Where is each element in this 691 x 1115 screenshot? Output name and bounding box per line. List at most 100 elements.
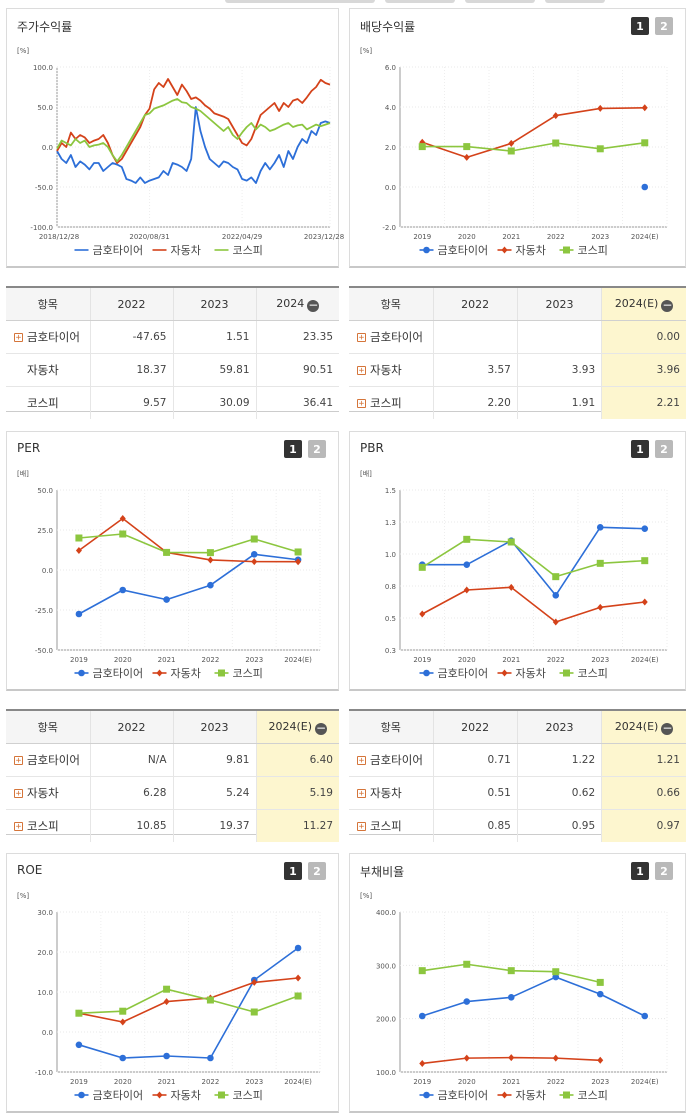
- data-point-kospi: [552, 573, 560, 581]
- expand-plus-icon[interactable]: +: [14, 756, 23, 766]
- data-point-kospi: [463, 960, 471, 968]
- data-point-kumho: [250, 551, 258, 558]
- expand-plus-icon[interactable]: +: [14, 789, 23, 799]
- chart-panel-roe: ROE 1 2 [%] 30.0 20.0 10.0 0.0 -10.0 2019 2020 2…: [6, 853, 339, 1113]
- x-tick-label: 2023: [245, 656, 263, 664]
- value-cell: 0.00: [601, 320, 686, 354]
- data-point-kospi: [641, 557, 649, 565]
- data-point-kospi: [596, 978, 604, 986]
- series-line-auto: [56, 78, 331, 164]
- page-2-button[interactable]: 2: [655, 862, 673, 880]
- legend-marker: [423, 246, 430, 254]
- page-2-button[interactable]: 2: [308, 862, 326, 880]
- y-tick-label: 6.0: [385, 64, 396, 72]
- data-point-kumho: [596, 524, 604, 531]
- expand-plus-icon[interactable]: +: [357, 789, 366, 799]
- row-name-cell: + 금호타이어: [349, 320, 434, 354]
- series-line-kospi: [56, 98, 331, 163]
- data-point-kospi: [206, 996, 214, 1004]
- value-cell: 1.51: [173, 320, 257, 354]
- legend-marker: [563, 669, 570, 677]
- legend-item-kumho: 금호타이어: [74, 244, 143, 257]
- legend-item-auto: 자동차: [152, 1089, 201, 1102]
- collapse-icon[interactable]: −: [661, 720, 674, 735]
- chart-panel-per: PER 1 2 [배] 50.0 25.0 0.0 -25.0 -50.0 2019 2020…: [6, 431, 339, 691]
- collapse-icon[interactable]: −: [307, 297, 320, 312]
- page-1-button[interactable]: 1: [631, 862, 649, 880]
- row-name-cell: 코스피: [6, 386, 91, 419]
- page-2-button[interactable]: 2: [308, 440, 326, 458]
- header-2022: 2022: [433, 288, 518, 321]
- expand-plus-icon[interactable]: +: [14, 822, 23, 832]
- legend-marker: [501, 1091, 508, 1099]
- legend-label: 자동차: [516, 244, 546, 257]
- y-tick-label: 4.0: [385, 104, 396, 112]
- data-point-auto: [251, 558, 258, 566]
- row-name: 코스피: [370, 819, 402, 833]
- header-2023: 2023: [517, 711, 603, 744]
- page-2-button[interactable]: 2: [655, 17, 673, 35]
- data-point-kumho: [507, 994, 515, 1001]
- value-cell: 23.35: [256, 320, 339, 354]
- data-point-kumho: [463, 998, 471, 1005]
- data-point-kospi: [507, 538, 515, 546]
- expand-plus-icon[interactable]: +: [357, 822, 366, 832]
- header-2024e-label: 2024(E): [614, 719, 659, 733]
- x-tick-label: 2019: [413, 1078, 431, 1086]
- y-tick-label: 10.0: [37, 989, 53, 997]
- legend-label: 금호타이어: [438, 1089, 489, 1102]
- legend-label: 코스피: [578, 667, 608, 680]
- table-row: 자동차 18.37 59.81 90.51: [6, 353, 339, 387]
- expand-plus-icon[interactable]: +: [357, 399, 366, 409]
- value-cell: 36.41: [302, 397, 333, 409]
- series-line-kospi: [421, 538, 645, 578]
- page-1-button[interactable]: 1: [284, 862, 302, 880]
- collapse-icon[interactable]: −: [315, 720, 328, 735]
- page-1-button[interactable]: 1: [631, 17, 649, 35]
- page-1-button[interactable]: 1: [284, 440, 302, 458]
- row-name-cell: 자동차: [6, 353, 91, 387]
- page-1-button[interactable]: 1: [631, 440, 649, 458]
- x-tick-label: 2020/08/31: [129, 233, 169, 241]
- page-2-button[interactable]: 2: [655, 440, 673, 458]
- data-point-kospi: [163, 985, 171, 993]
- legend-item-kumho: 금호타이어: [419, 1089, 489, 1102]
- unit-label: [%]: [360, 47, 372, 55]
- data-point-auto: [597, 1056, 604, 1064]
- data-point-auto: [251, 978, 258, 986]
- y-tick-label: 25.0: [37, 527, 53, 535]
- legend-marker: [563, 246, 570, 254]
- data-point-kospi: [75, 534, 83, 542]
- expand-plus-icon[interactable]: +: [357, 333, 366, 343]
- series-line-kospi: [422, 142, 645, 152]
- unit-label: [배]: [360, 469, 372, 478]
- data-point-kospi: [75, 1009, 83, 1017]
- data-point-auto: [463, 1054, 470, 1062]
- data-point-kumho: [163, 596, 170, 603]
- row-name-cell: + 금호타이어: [6, 320, 91, 354]
- value-cell: 0.85: [433, 809, 518, 842]
- x-tick-label: 2023: [591, 233, 609, 241]
- data-point-kumho: [163, 1052, 170, 1060]
- x-tick-label: 2022: [202, 656, 220, 664]
- x-tick-label: 2022: [547, 1078, 565, 1086]
- table-row: + 금호타이어 0.00: [349, 320, 686, 354]
- row-name-cell: + 코스피: [349, 809, 434, 842]
- expand-plus-icon[interactable]: +: [357, 756, 366, 766]
- collapse-icon[interactable]: −: [661, 297, 674, 312]
- data-point-kumho: [641, 525, 649, 532]
- legend-marker: [501, 669, 508, 677]
- expand-plus-icon[interactable]: +: [14, 333, 23, 343]
- y-tick-label: 100.0: [376, 1069, 396, 1077]
- value-cell: 0.97: [601, 809, 686, 842]
- data-point-auto: [508, 139, 515, 147]
- y-tick-label: -50.0: [35, 184, 53, 192]
- table-header-row: 항목 2022 2023 2024(E) −: [349, 711, 686, 744]
- data-point-kumho: [596, 990, 604, 998]
- legend-marker: [156, 669, 163, 677]
- value-cell: 0.95: [517, 809, 603, 842]
- data-point-auto: [552, 1054, 559, 1062]
- chart-svg: [%] 30.0 20.0 10.0 0.0 -10.0 2019 2020 2021 2022 2…: [17, 892, 321, 1102]
- expand-plus-icon[interactable]: +: [357, 366, 366, 376]
- data-point-kospi: [418, 143, 426, 151]
